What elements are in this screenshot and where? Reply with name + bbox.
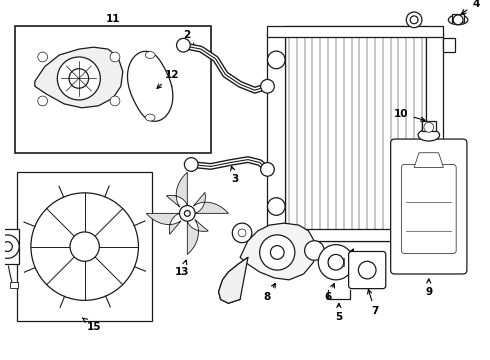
Circle shape — [232, 223, 252, 243]
Bar — [443, 39, 455, 52]
Circle shape — [238, 229, 246, 237]
Circle shape — [260, 235, 295, 270]
Circle shape — [268, 198, 285, 215]
Bar — [268, 26, 443, 37]
Text: 13: 13 — [175, 260, 190, 277]
Text: 14: 14 — [0, 359, 1, 360]
Bar — [268, 229, 443, 241]
Polygon shape — [167, 172, 187, 207]
Circle shape — [184, 158, 198, 171]
Bar — [443, 214, 455, 228]
Circle shape — [38, 96, 48, 106]
Text: 3: 3 — [231, 166, 239, 184]
Bar — [422, 121, 436, 131]
Circle shape — [69, 69, 89, 88]
Circle shape — [406, 12, 422, 28]
Ellipse shape — [146, 114, 155, 121]
Text: 2: 2 — [183, 31, 194, 48]
Circle shape — [318, 245, 353, 280]
Bar — [10, 282, 18, 288]
Circle shape — [2, 242, 12, 252]
Circle shape — [358, 261, 376, 279]
Text: 9: 9 — [425, 279, 432, 297]
Bar — [268, 33, 285, 233]
Circle shape — [184, 211, 190, 216]
Polygon shape — [187, 220, 208, 255]
Circle shape — [176, 39, 190, 52]
Text: 11: 11 — [106, 14, 120, 24]
Circle shape — [453, 15, 463, 25]
Bar — [452, 14, 464, 22]
Ellipse shape — [146, 51, 155, 58]
Text: 12: 12 — [157, 69, 179, 89]
Circle shape — [0, 235, 19, 258]
Circle shape — [268, 51, 285, 69]
Polygon shape — [219, 257, 248, 303]
Polygon shape — [240, 223, 317, 280]
Text: 5: 5 — [335, 303, 343, 322]
Text: 8: 8 — [264, 283, 275, 302]
Bar — [285, 26, 426, 241]
Circle shape — [110, 96, 120, 106]
Circle shape — [424, 122, 434, 132]
Ellipse shape — [418, 129, 440, 141]
Polygon shape — [414, 153, 443, 167]
Bar — [15, 26, 211, 153]
Bar — [17, 172, 152, 321]
Circle shape — [57, 57, 100, 100]
Bar — [0, 229, 19, 264]
Circle shape — [261, 162, 274, 176]
Text: 15: 15 — [82, 318, 102, 332]
Polygon shape — [35, 47, 123, 108]
Bar — [328, 258, 343, 266]
Circle shape — [179, 206, 195, 221]
Circle shape — [70, 232, 99, 261]
Polygon shape — [194, 192, 228, 213]
Text: 6: 6 — [324, 284, 335, 302]
Circle shape — [261, 80, 274, 93]
Circle shape — [410, 16, 418, 24]
Text: 7: 7 — [368, 289, 379, 316]
Text: 10: 10 — [394, 109, 425, 121]
Circle shape — [270, 246, 284, 259]
FancyBboxPatch shape — [391, 139, 467, 274]
Polygon shape — [147, 213, 181, 234]
Text: 1: 1 — [342, 249, 353, 267]
Circle shape — [38, 52, 48, 62]
Circle shape — [110, 52, 120, 62]
Text: 4: 4 — [462, 0, 479, 14]
Ellipse shape — [448, 15, 468, 25]
Bar — [426, 33, 443, 233]
Circle shape — [328, 255, 343, 270]
FancyBboxPatch shape — [348, 252, 386, 289]
Circle shape — [305, 241, 324, 260]
